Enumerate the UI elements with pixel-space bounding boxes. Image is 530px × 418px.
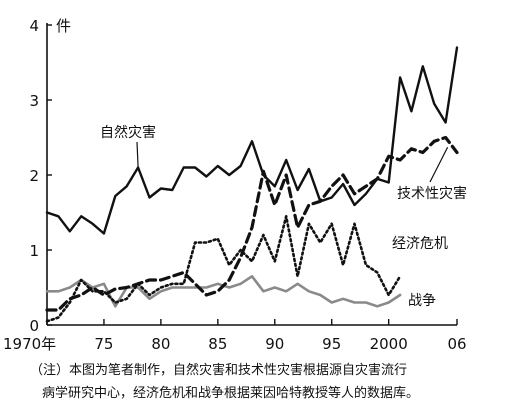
war-series-label: 战争 xyxy=(408,293,436,309)
technological-disaster-leader-line xyxy=(429,146,449,183)
x-tick-label: 75 xyxy=(94,335,113,353)
y-axis-unit-label: 件 xyxy=(56,17,71,35)
source-note-line-2: 病学研究中心，经济危机和战争根据莱因哈特教授等人的数据库。 xyxy=(42,386,420,401)
natural-disaster-series-label: 自然灾害 xyxy=(100,124,156,141)
x-tick-label: 85 xyxy=(208,335,227,353)
x-tick-label: 06 xyxy=(447,335,466,353)
y-tick-label: 1 xyxy=(29,242,39,260)
technological-disaster-series-line xyxy=(45,135,459,312)
natural-disaster-series-line xyxy=(45,46,459,235)
economic-crisis-series-line xyxy=(45,215,402,323)
x-tick-label: 80 xyxy=(151,335,170,353)
y-tick-label: 2 xyxy=(29,167,39,185)
source-note-line-1: （注）本图为笔者制作，自然灾害和技术性灾害根据源自灾害流行 xyxy=(30,363,408,378)
chart-axes xyxy=(46,23,458,326)
y-tick-label: 0 xyxy=(29,317,39,335)
economic-crisis-series-label: 经济危机 xyxy=(392,236,448,252)
y-tick-label: 3 xyxy=(29,92,39,110)
x-tick-label: 95 xyxy=(322,335,341,353)
x-tick-label: 1970年 xyxy=(3,335,56,353)
technological-disaster-series-label: 技术性灾害 xyxy=(397,185,467,202)
tick-labels: 0 1 2 3 4 件 1970年 75 80 85 90 95 2000 06 xyxy=(3,17,467,353)
x-tick-label: 90 xyxy=(265,335,284,353)
y-tick-label: 4 xyxy=(29,17,39,35)
series-lines xyxy=(45,46,459,323)
natural-disaster-leader-line xyxy=(136,141,139,168)
x-tick-label: 2000 xyxy=(370,335,408,353)
